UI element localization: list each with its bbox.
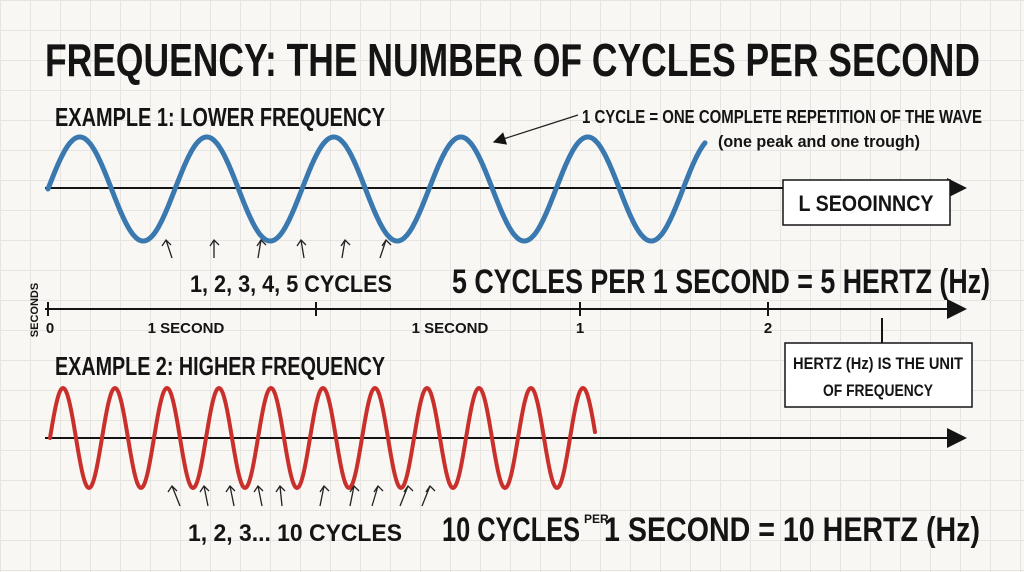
small-arrow bbox=[296, 238, 307, 259]
small-arrow bbox=[161, 238, 173, 259]
wave bbox=[45, 134, 708, 244]
axis-label: SECONDS bbox=[29, 283, 41, 337]
small-arrow bbox=[379, 238, 392, 259]
note: OF FREQUENCY bbox=[823, 381, 934, 400]
tick-label: 0 bbox=[46, 320, 54, 337]
summary: 5 CYCLES PER 1 SECOND = 5 HERTZ (Hz) bbox=[452, 263, 990, 301]
title: FREQUENCY: THE NUMBER OF CYCLES PER SECO… bbox=[45, 34, 980, 86]
small-arrow bbox=[371, 484, 384, 507]
summary-small: PER bbox=[584, 512, 609, 526]
box bbox=[782, 179, 951, 226]
arrow-group bbox=[161, 238, 392, 259]
wave bbox=[48, 385, 597, 491]
small-arrow bbox=[399, 484, 414, 507]
cycles-label: 1, 2, 3, 4, 5 CYCLES bbox=[190, 271, 392, 298]
small-arrow bbox=[199, 484, 210, 507]
tick-label: 2 bbox=[764, 320, 772, 337]
summary: 1 SECOND = 10 HERTZ (Hz) bbox=[604, 511, 980, 549]
small-arrow bbox=[340, 238, 351, 259]
cycles-label: 1, 2, 3... 10 CYCLES bbox=[188, 520, 402, 547]
tick-label: 1 SECOND bbox=[148, 320, 225, 337]
box bbox=[784, 342, 973, 408]
box-label: L SEOOINNCY bbox=[799, 191, 934, 216]
arrow-group bbox=[167, 484, 436, 507]
annotation: (one peak and one trough) bbox=[718, 132, 920, 151]
example-label: EXAMPLE 2: HIGHER FREQUENCY bbox=[55, 351, 385, 381]
small-arrow bbox=[319, 484, 330, 507]
pointer-arrow bbox=[492, 114, 579, 145]
small-arrow bbox=[209, 238, 220, 258]
small-arrow bbox=[167, 484, 181, 507]
small-arrow bbox=[225, 484, 236, 507]
tick-label: 1 SECOND bbox=[412, 320, 489, 337]
annotation: 1 CYCLE = ONE COMPLETE REPETITION OF THE… bbox=[582, 107, 982, 127]
small-arrow bbox=[256, 238, 267, 259]
small-arrow bbox=[421, 484, 436, 507]
small-arrow bbox=[275, 484, 286, 507]
note: HERTZ (Hz) IS THE UNIT bbox=[793, 354, 964, 373]
tick-label: 1 bbox=[576, 320, 584, 337]
example-label: EXAMPLE 1: LOWER FREQUENCY bbox=[55, 102, 385, 132]
small-arrow bbox=[349, 484, 360, 507]
small-arrow bbox=[253, 484, 264, 507]
summary: 10 CYCLES bbox=[442, 511, 580, 549]
